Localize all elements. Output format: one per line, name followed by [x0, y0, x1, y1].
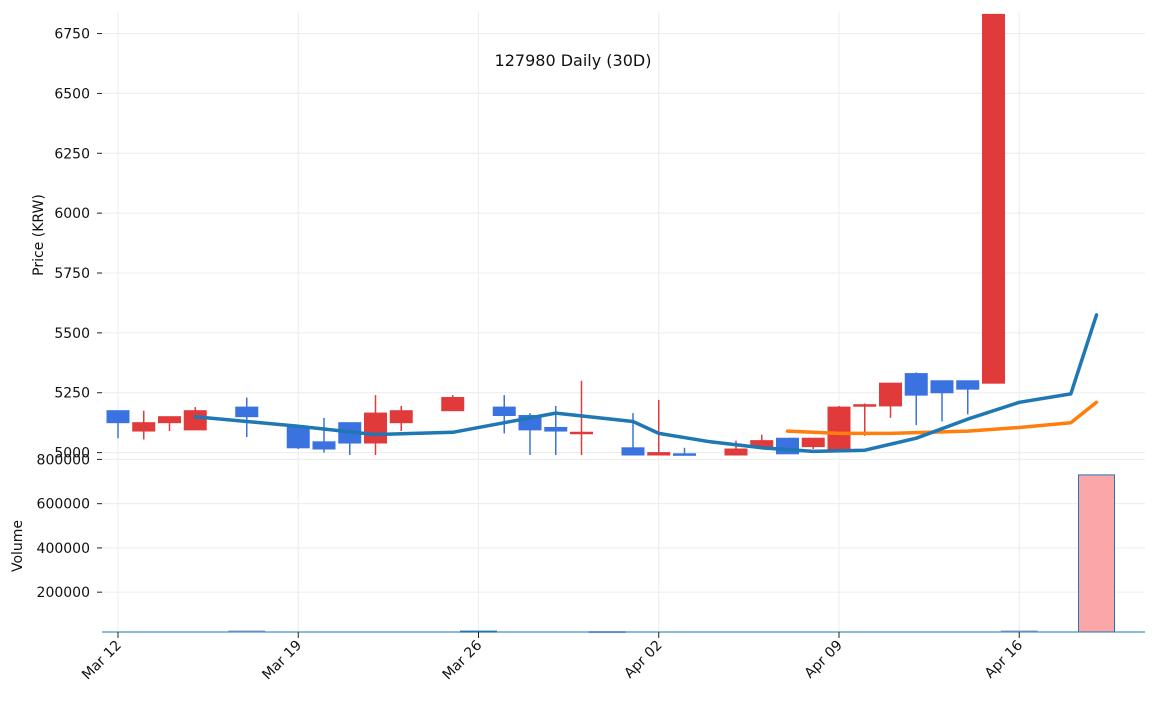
candle-down [544, 426, 568, 432]
volume-tick-label: 400000 [37, 541, 90, 557]
x-tick-label: Mar 19 [259, 638, 305, 684]
candle-up [441, 397, 465, 412]
candle-down [312, 441, 336, 450]
price-tick-label: 6750 [54, 27, 90, 43]
x-tick-label: Mar 26 [440, 637, 486, 683]
candle-down [930, 380, 954, 394]
volume-bar [1000, 630, 1038, 633]
candle-up [853, 404, 877, 407]
candle-down [492, 406, 516, 416]
volume-tick-label: 800000 [37, 452, 90, 468]
x-tick-label: Mar 12 [79, 638, 125, 684]
candle-up [724, 448, 748, 456]
volume-bar [228, 630, 266, 633]
price-tick-label: 5000 [54, 446, 90, 462]
candle-up [570, 431, 593, 435]
price-tick-label: 5500 [54, 326, 90, 342]
candle-up [183, 410, 207, 431]
marks-layer [102, 13, 1145, 634]
price-tick-label: 5750 [54, 266, 90, 282]
ma-short-line [193, 313, 1099, 454]
candle-up [389, 410, 413, 424]
volume-bar [588, 631, 626, 634]
price-tick-label: 5250 [54, 386, 90, 402]
price-tick-label: 6250 [54, 146, 90, 162]
price-axis-label: Price (KRW) [31, 194, 47, 276]
candle-down [286, 426, 310, 449]
candle-up [647, 452, 671, 456]
volume-axis-label: Volume [10, 520, 26, 572]
candle-down [235, 406, 259, 418]
price-tick-label: 6000 [54, 206, 90, 222]
candle-down [904, 373, 928, 396]
volume-bar [1078, 474, 1115, 633]
axes-layer: 5000 5250 5500 5750 6000 6250 6500 6750 200000 40… [37, 27, 1027, 684]
volume-tick-label: 200000 [37, 585, 90, 601]
candle-up [801, 437, 825, 448]
candle-up [158, 416, 181, 424]
volume-bar [460, 630, 497, 633]
candle-down [956, 380, 980, 390]
x-tick-label: Apr 16 [982, 637, 1026, 681]
candle-up [827, 406, 851, 450]
candle-down [673, 453, 696, 456]
candle-down [106, 410, 130, 424]
candle-up [982, 13, 1005, 384]
chart-title: 127980 Daily (30D) [495, 51, 652, 70]
candle-down [621, 447, 645, 456]
price-tick-label: 6500 [54, 86, 90, 102]
candle-up [879, 382, 902, 407]
x-tick-label: Apr 02 [621, 638, 665, 682]
candle-up [132, 422, 156, 432]
volume-tick-label: 600000 [37, 497, 90, 513]
x-tick-label: Apr 09 [802, 638, 846, 682]
candle-up [364, 412, 387, 444]
grid-layer [102, 12, 1145, 632]
